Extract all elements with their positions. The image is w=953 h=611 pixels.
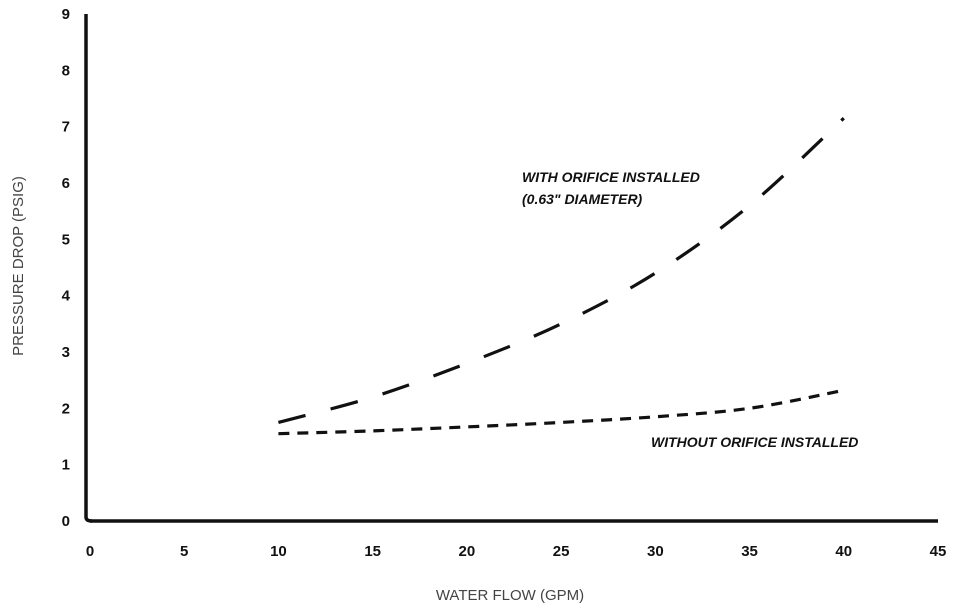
series-label-line: (0.63" DIAMETER) [522, 191, 643, 207]
y-axis-line [84, 14, 93, 523]
x-tick-label: 20 [459, 543, 476, 560]
series-label-without-orifice: WITHOUT ORIFICE INSTALLED [651, 434, 858, 450]
x-tick-label: 30 [647, 543, 664, 560]
series-line-with-orifice [277, 117, 845, 424]
chart-axes [84, 14, 938, 523]
chart-series [277, 117, 845, 436]
y-tick-label: 6 [62, 175, 70, 192]
y-tick-label: 8 [62, 62, 70, 79]
y-tick-label: 0 [62, 513, 70, 530]
y-tick-label: 3 [62, 344, 70, 361]
x-tick-labels: 0 5 10 15 20 25 30 35 40 45 [86, 543, 947, 560]
series-label-line: WITH ORIFICE INSTALLED [522, 169, 700, 185]
y-axis-title: PRESSURE DROP (PSIG) [10, 176, 27, 356]
x-tick-label: 0 [86, 543, 94, 560]
y-tick-labels: 0 1 2 3 4 5 6 7 8 9 [62, 6, 71, 530]
x-tick-label: 40 [835, 543, 852, 560]
series-line-without-orifice [278, 388, 845, 436]
x-tick-label: 5 [180, 543, 188, 560]
series-label-with-orifice: WITH ORIFICE INSTALLED (0.63" DIAMETER) [522, 169, 700, 207]
series-labels: WITH ORIFICE INSTALLED (0.63" DIAMETER)WI… [522, 169, 858, 450]
y-tick-label: 9 [62, 6, 70, 23]
y-tick-label: 1 [62, 457, 70, 474]
y-tick-label: 4 [62, 288, 71, 305]
x-tick-label: 45 [930, 543, 947, 560]
series-label-line: WITHOUT ORIFICE INSTALLED [651, 434, 858, 450]
y-tick-label: 5 [62, 231, 70, 248]
x-axis-title: WATER FLOW (GPM) [436, 587, 584, 604]
x-tick-label: 25 [553, 543, 570, 560]
y-tick-label: 7 [62, 119, 70, 136]
x-tick-label: 10 [270, 543, 287, 560]
x-tick-label: 35 [741, 543, 758, 560]
y-tick-label: 2 [62, 400, 70, 417]
x-tick-label: 15 [364, 543, 381, 560]
